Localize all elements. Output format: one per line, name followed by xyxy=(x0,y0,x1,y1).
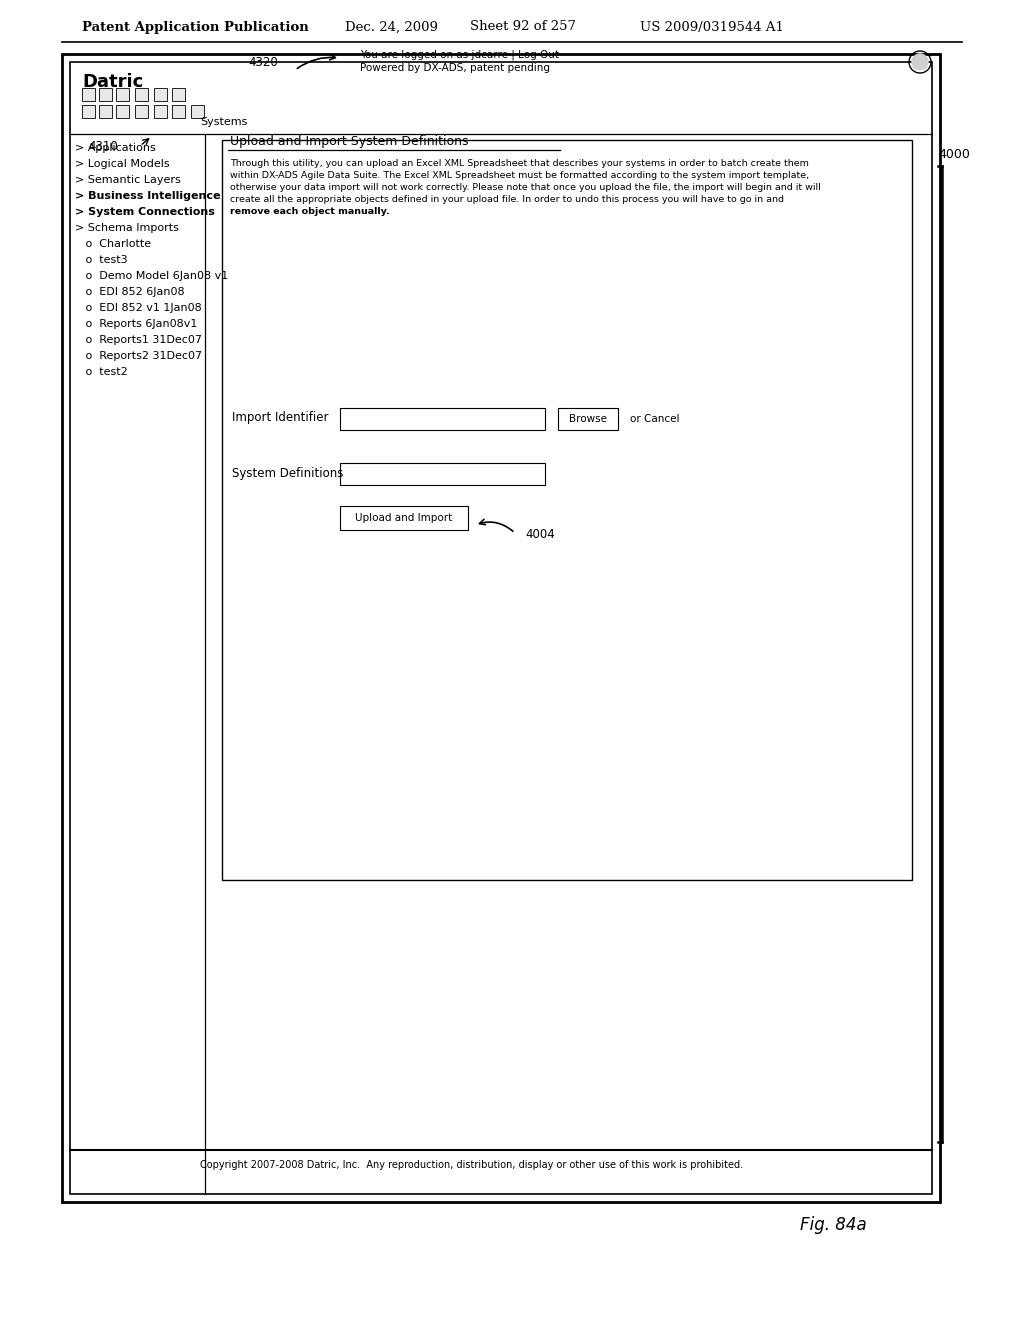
Text: or Cancel: or Cancel xyxy=(630,414,680,424)
Text: within DX-ADS Agile Data Suite. The Excel XML Spreadsheet must be formatted acco: within DX-ADS Agile Data Suite. The Exce… xyxy=(230,172,809,181)
Bar xyxy=(558,408,618,430)
Text: otherwise your data import will not work correctly. Please note that once you up: otherwise your data import will not work… xyxy=(230,183,821,193)
Bar xyxy=(62,54,940,1203)
Text: Sheet 92 of 257: Sheet 92 of 257 xyxy=(470,21,575,33)
Text: Fig. 84a: Fig. 84a xyxy=(800,1216,866,1234)
Bar xyxy=(340,463,545,484)
Bar xyxy=(172,106,185,117)
Bar xyxy=(340,506,468,531)
Bar xyxy=(191,106,204,117)
Bar xyxy=(135,106,148,117)
Bar xyxy=(135,88,148,102)
Bar xyxy=(99,88,112,102)
Text: > Semantic Layers: > Semantic Layers xyxy=(75,176,181,185)
Text: Upload and Import: Upload and Import xyxy=(355,513,453,523)
Text: o  test2: o test2 xyxy=(75,367,128,378)
Text: Systems: Systems xyxy=(200,117,248,127)
Bar xyxy=(154,88,167,102)
Bar xyxy=(154,106,167,117)
Bar xyxy=(116,106,129,117)
Text: Copyright 2007-2008 Datric, Inc.  Any reproduction, distribution, display or oth: Copyright 2007-2008 Datric, Inc. Any rep… xyxy=(200,1160,743,1170)
Text: You are logged on as jdcarre | Log Out: You are logged on as jdcarre | Log Out xyxy=(360,50,559,61)
Text: 4310: 4310 xyxy=(88,140,118,153)
Bar xyxy=(82,106,95,117)
Text: Dec. 24, 2009: Dec. 24, 2009 xyxy=(345,21,438,33)
Text: > System Connections: > System Connections xyxy=(75,207,215,216)
Text: o  Reports 6Jan08v1: o Reports 6Jan08v1 xyxy=(75,319,198,329)
Text: 4004: 4004 xyxy=(525,528,555,541)
Text: remove each object manually.: remove each object manually. xyxy=(230,207,390,216)
Text: Upload and Import System Definitions: Upload and Import System Definitions xyxy=(230,136,469,149)
Bar xyxy=(82,88,95,102)
Text: US 2009/0319544 A1: US 2009/0319544 A1 xyxy=(640,21,784,33)
Text: o  Reports2 31Dec07: o Reports2 31Dec07 xyxy=(75,351,202,360)
Text: > Applications: > Applications xyxy=(75,143,156,153)
Bar xyxy=(340,408,545,430)
Text: o  EDI 852 v1 1Jan08: o EDI 852 v1 1Jan08 xyxy=(75,304,202,313)
Bar xyxy=(116,88,129,102)
Text: Datric: Datric xyxy=(82,73,143,91)
Text: 4320: 4320 xyxy=(248,55,278,69)
Text: 4000: 4000 xyxy=(938,149,970,161)
Text: o  Charlotte: o Charlotte xyxy=(75,239,152,249)
Text: o  EDI 852 6Jan08: o EDI 852 6Jan08 xyxy=(75,286,184,297)
Text: o  Demo Model 6Jan08 v1: o Demo Model 6Jan08 v1 xyxy=(75,271,228,281)
Text: Import Identifier: Import Identifier xyxy=(232,412,329,425)
Text: > Schema Imports: > Schema Imports xyxy=(75,223,179,234)
Bar xyxy=(70,62,932,1195)
Circle shape xyxy=(912,54,928,70)
Text: Browse: Browse xyxy=(569,414,607,424)
Text: System Definitions: System Definitions xyxy=(232,466,343,479)
Bar xyxy=(99,106,112,117)
Text: Through this utility, you can upload an Excel XML Spreadsheet that describes you: Through this utility, you can upload an … xyxy=(230,160,809,169)
Text: Powered by DX-ADS, patent pending: Powered by DX-ADS, patent pending xyxy=(360,63,550,73)
Text: > Logical Models: > Logical Models xyxy=(75,158,170,169)
Bar xyxy=(222,140,912,880)
Text: Patent Application Publication: Patent Application Publication xyxy=(82,21,309,33)
Text: > Business Intelligence: > Business Intelligence xyxy=(75,191,220,201)
Bar xyxy=(172,88,185,102)
Text: o  Reports1 31Dec07: o Reports1 31Dec07 xyxy=(75,335,202,345)
Text: o  test3: o test3 xyxy=(75,255,128,265)
Text: create all the appropriate objects defined in your upload file. In order to undo: create all the appropriate objects defin… xyxy=(230,195,784,205)
